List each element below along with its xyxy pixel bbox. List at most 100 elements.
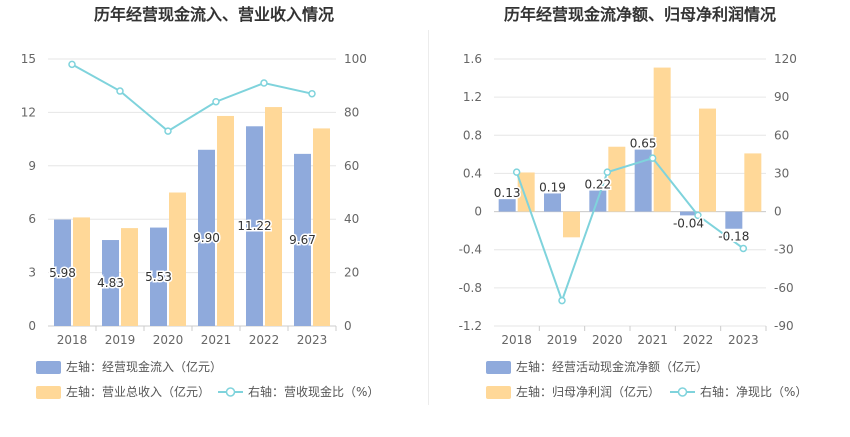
y-tick-label-left: -1.2 [459,319,482,333]
y-tick-label-right: 100 [344,52,367,66]
y-tick-label-right: 0 [774,205,782,219]
y-tick-label-left: 0 [28,319,36,333]
bar-series-2 [121,228,138,326]
x-tick-label: 2023 [728,333,759,347]
x-tick-label: 2022 [683,333,714,347]
legend-swatch-point [677,387,688,397]
y-tick-label-left: 15 [21,52,36,66]
y-tick-label-right: 60 [774,128,789,142]
x-tick-label: 2020 [592,333,623,347]
y-tick-label-left: 9 [28,159,36,173]
bar-series-2 [699,108,716,212]
y-tick-label-left: 3 [28,266,36,280]
data-label: 11.22 [237,219,271,233]
data-label: -0.04 [673,216,704,230]
cash-inflow-revenue-chart: 历年经营现金流入、营业收入情况 0 3 6 9 12 15 0 20 40 60 80 100 2018… [21,5,379,399]
legend-label: 左轴：营业总收入（亿元） [66,384,210,399]
bar-series-2 [563,211,580,238]
line-point [558,296,566,305]
legend-swatch [486,361,511,374]
line-point [739,244,748,253]
y-tick-label-left: -0.4 [459,243,482,257]
bar-series-2 [517,172,535,212]
legend-swatch [36,361,61,374]
data-label: -0.18 [718,230,749,244]
data-label: 0.19 [539,180,566,194]
x-tick-label: 2020 [153,333,184,347]
line-point [116,87,124,95]
bar-series-1 [198,149,215,326]
line-series [515,157,744,304]
y-tick-label-left: -0.8 [459,281,482,295]
legend-label: 右轴：营收现金比（%） [248,384,379,399]
line-point [212,97,220,106]
y-tick-label-left: 1.2 [463,90,482,104]
legend-swatch [36,386,61,399]
bar-series-2 [265,107,282,326]
legend-label: 左轴：经营现金流入（亿元） [66,359,222,374]
line-point [68,60,76,69]
y-tick-label-right: -90 [774,319,794,333]
legend-label: 左轴：经营活动现金流净额（亿元） [516,359,708,374]
bar-series-1 [246,126,263,326]
line-point [308,89,316,98]
x-tick-label: 2022 [249,333,280,347]
bar-series-1 [634,149,652,212]
x-tick-label: 2021 [201,333,232,347]
line-series [71,63,313,133]
chart-title: 历年经营现金流入、营业收入情况 [94,5,334,24]
line-point [164,127,172,135]
bar-series-1 [498,199,516,212]
bar-series-1 [544,193,561,212]
legend-swatch [486,386,511,399]
x-tick-label: 2021 [637,333,668,347]
data-label: 9.67 [289,233,316,247]
data-label: 4.83 [97,276,124,290]
data-label: 0.65 [630,137,657,151]
data-label: 5.98 [49,266,76,280]
x-tick-label: 2019 [105,333,136,347]
y-tick-label-right: 0 [344,319,352,333]
line-point [260,79,268,87]
y-tick-label-right: 80 [344,105,359,119]
y-tick-label-right: -60 [774,281,794,295]
data-label: 0.22 [584,178,611,192]
line-point [512,168,521,176]
legend-label: 右轴：净现比（%） [700,384,807,399]
bar-series-2 [608,146,626,212]
legend-label: 左轴：归母净利润（亿元） [516,384,660,399]
line-point [694,211,702,220]
legend-swatch-point [225,387,236,397]
data-label: 0.13 [494,186,521,200]
data-label: 9.90 [193,231,220,245]
y-tick-label-right: -30 [774,243,794,257]
line-point [648,154,657,162]
y-tick-label-right: 120 [774,52,797,66]
y-tick-label-right: 30 [774,166,789,180]
bar-series-1 [102,240,119,326]
chart-divider [428,30,429,405]
y-tick-label-left: 0.8 [463,128,482,142]
bar-series-1 [294,153,311,326]
data-label: 5.53 [145,270,172,284]
bar-series-1 [680,211,697,216]
y-tick-label-right: 90 [774,90,789,104]
chart-title: 历年经营现金流净额、归母净利润情况 [504,5,776,24]
x-tick-label: 2018 [57,333,88,347]
bar-series-2 [73,217,90,326]
y-tick-label-right: 60 [344,159,359,173]
bar-series-1 [725,211,743,229]
y-tick-label-right: 40 [344,212,359,226]
bar-series-2 [313,128,330,326]
bar-series-2 [744,153,762,212]
bar-series-2 [169,192,186,326]
bar-series-1 [150,227,167,326]
x-tick-label: 2023 [297,333,328,347]
y-tick-label-left: 0 [474,205,482,219]
x-tick-label: 2018 [501,333,532,347]
y-tick-label-left: 12 [21,105,36,119]
y-tick-label-left: 6 [28,212,36,226]
bar-series-1 [54,219,71,326]
y-tick-label-left: 0.4 [463,166,482,180]
